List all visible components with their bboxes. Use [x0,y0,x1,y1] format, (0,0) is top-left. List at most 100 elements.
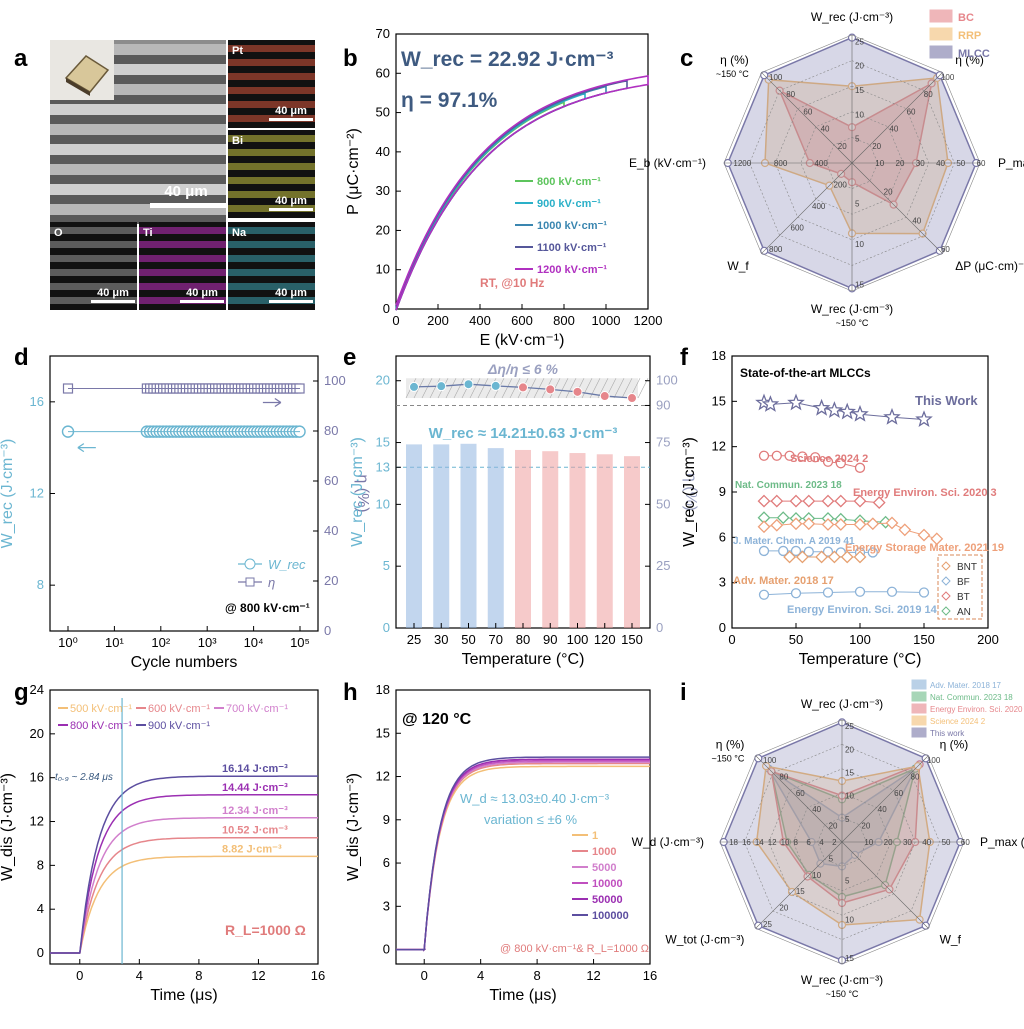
map-o [50,222,137,310]
diamond-marker [789,517,803,531]
y-tick-label: 24 [30,682,44,697]
x-tick-label: 200 [427,313,449,328]
diamond-marker [866,517,880,531]
y-tick-label: 10 [376,262,390,277]
eta-annotation: Δη/η ≤ 6 % [487,361,559,377]
radar-axis-label: W_rec (J·cm⁻³) [811,302,893,316]
radar-axis [851,72,943,164]
map-band [139,241,226,248]
radar-tick-label: 60 [796,789,805,798]
y2-tick-label: 100 [656,373,678,388]
pe-loop-1200 [395,75,649,311]
hatch [621,378,633,399]
legend-swatch [929,9,953,23]
radar-tick-label: 15 [845,768,854,777]
final-value-label: 16.14 J·cm⁻³ [222,763,288,775]
sem-layer-dark [50,215,226,224]
y-axis-title: W_rec (J·cm⁻³) [349,437,366,547]
hatch [453,378,465,399]
y-tick-label: 15 [376,435,390,450]
radar-tick-label: 20 [872,142,881,151]
legend-label: Adv. Mater. 2018 17 [930,681,1002,690]
x-tick-label: 10⁵ [290,635,310,650]
diamond-marker [834,494,848,508]
y-tick-label: 15 [712,393,726,408]
x-axis-title: Temperature (°C) [462,651,585,668]
legend-swatch [929,27,953,41]
radar-axis [841,755,929,843]
radar-tick-label: 200 [834,180,848,189]
radar-axis-sublabel: ~150 °C [712,753,745,763]
panel-f-comparison: 0 50 100 150 200 0 3 6 9 12 15 18 Temperature (°C) W_… [681,348,1004,668]
series-label: This Work [915,393,978,408]
diamond-marker [853,550,867,564]
series-label: Science 2024 2 [790,453,868,465]
hatch [477,378,489,399]
y-tick-label: 0 [383,620,390,635]
x-tick-label: 1000 [592,313,621,328]
series-label: Energy Environ. Sci. 2019 14 [787,604,938,616]
legend-label: 800 kV·cm⁻¹ [537,176,601,188]
diamond-marker [853,518,867,531]
x-tick-label: 50 [789,632,803,647]
circle-marker [854,586,866,597]
radar-tick-label: 5 [845,877,850,886]
legend-label: BNT [957,562,977,573]
diamond-marker [802,517,816,531]
sem-layer-dark [50,75,226,84]
circle-marker [778,545,789,557]
radar-tick-label: 14 [755,838,764,847]
legend-marker [941,606,951,616]
radar-axis-label: ΔP (μC·cm)⁻² [955,259,1024,273]
legend-box [937,554,983,620]
map-label: Pt [232,45,243,57]
map-label: O [54,227,63,239]
radar-tick-label: 5 [829,854,834,863]
x-tick-label: 100 [567,632,589,647]
legend-marker [244,558,256,570]
final-value-label: 8.82 J·cm⁻³ [222,843,282,855]
radar-tick-label: 10 [855,110,864,119]
y2-tick-label: 40 [324,523,338,538]
wrec-annotation: W_rec ≈ 14.21±0.63 J·cm⁻³ [429,425,618,442]
wrec-bar-100 [569,453,586,628]
panel-label-b: b [343,45,358,72]
y2-axis-title: η (%) [682,473,699,511]
y-tick-label: 8 [37,857,44,872]
y-tick-label: 16 [30,770,44,785]
eta-point [518,382,528,393]
legend-label: This work [930,729,965,738]
radar-tick-label: 40 [889,125,898,134]
circle-marker [758,545,770,557]
y-tick-label: 3 [719,575,726,590]
y2-tick-label: 75 [656,435,670,450]
radar-tick-label: 80 [911,772,920,781]
x-tick-label: 100 [849,632,871,647]
legend-swatch [911,727,927,738]
radar-tick-label: 10 [845,792,854,801]
y-tick-label: 20 [30,726,44,741]
wrec-bar-70 [487,448,504,628]
star-marker [787,393,805,411]
radar-tick-label: 30 [903,838,912,847]
hatch [509,378,521,399]
legend-label: 1 [592,830,598,842]
hatch [429,378,441,399]
panel-d-cycling: 10⁰ 10¹ 10² 10³ 10⁴ 10⁵ 8 12 16 Cycle numbers W_re… [0,355,371,671]
discharge-curve-0 [396,765,650,952]
radar-axis [761,72,853,164]
series-label: J. Mater. Chem. A 2019 41 [733,536,855,547]
sem-layer-dark [50,175,226,184]
y-axis-title: W_rec (J·cm⁻³) [0,439,16,549]
x-tick-label: 4 [477,968,484,983]
y-tick-label: 20 [376,222,390,237]
diamond-marker [776,511,790,525]
radar-tick-label: 2 [832,838,837,847]
radar-tick-label: 4 [819,838,824,847]
circle-marker [784,450,795,461]
map-scale-label: 40 μm [275,287,307,299]
y-tick-label: 18 [376,682,390,697]
series-label: Nat. Commun. 2023 18 [735,480,842,491]
eta-point [463,379,474,390]
